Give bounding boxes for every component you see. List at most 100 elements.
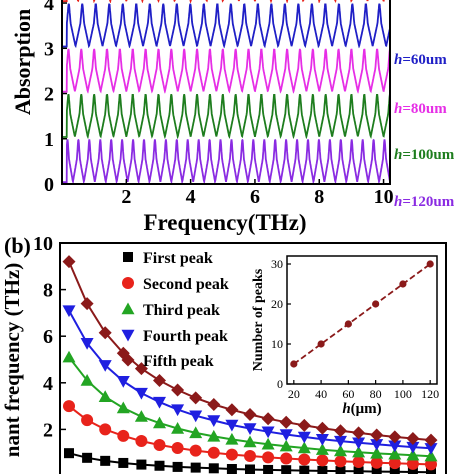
data-point-b [153,374,166,387]
spectrum-line-2 [62,3,391,49]
x-tick-label-a: 8 [314,186,324,208]
data-point-b [335,466,346,474]
y-tick-label-a: 3 [44,38,54,60]
data-point-b [171,383,185,397]
legend-label: Second peak [143,276,229,293]
legend-marker [121,329,135,342]
legend-label: Third peak [143,302,220,319]
series-label-prefix: h [394,52,402,68]
data-point-b [263,464,274,474]
data-point-b [81,414,94,427]
data-point-b [171,442,184,455]
inset-y-tick-label: 20 [271,297,283,311]
spectrum-line-4 [62,94,391,141]
legend-marker [123,252,133,262]
data-point-b [261,412,275,426]
data-point-b [297,418,311,432]
inset-y-tick-label: 30 [271,257,283,271]
series-label-suffix: =80um [402,101,447,117]
data-point-b [315,443,329,455]
data-point-b [426,467,436,474]
data-point-b [80,374,94,386]
data-point-b [189,426,203,439]
inset-x-tick-label: 120 [421,387,439,401]
series-label-suffix: =120um [402,194,454,210]
data-point-b [116,401,130,414]
spectrum-line-3 [62,48,391,95]
data-point-b [334,444,347,457]
data-point-b [80,297,94,311]
data-point-b [317,465,328,474]
data-point-b [135,435,148,448]
legend-label: Fourth peak [143,328,228,345]
legend-label: Fifth peak [143,353,214,370]
data-point-b [243,423,257,435]
legend-marker [122,277,134,289]
inset-y-tick-label: 0 [277,377,283,391]
series-label-prefix: h [394,101,402,117]
data-point-b [62,305,76,318]
data-point-b [207,398,221,411]
series-label-a: h=80um [394,101,447,117]
data-point-b [352,445,366,458]
spectrum-line-5 [62,138,391,185]
data-point-b [190,462,201,473]
data-point-b [134,362,148,376]
data-point-b [299,465,310,474]
y-tick-label-a: 0 [44,174,54,196]
data-point-b [225,448,238,461]
data-point-b [371,466,382,474]
data-point-b [98,326,112,340]
x-tick-label-a: 10 [374,186,394,208]
data-point-b [352,426,366,440]
inset-data-point [344,320,352,328]
inset-line [293,263,431,365]
data-point-b [334,424,347,438]
data-point-b [370,439,384,451]
data-point-b [136,459,147,470]
data-point-b [261,426,275,439]
panel-b: (b) 2 4 6 8 10 nant frequency (THz) First peak S… [0,233,447,474]
data-point-b [297,431,311,444]
inset-data-point [426,260,434,268]
data-point-b [353,466,364,474]
data-point-b [424,449,438,462]
data-point-b [99,423,112,436]
data-point-b [134,410,148,422]
legend-marker [121,353,135,367]
data-point-b [334,455,347,468]
data-point-b [225,403,239,417]
data-point-b [388,440,402,453]
data-point-b [424,433,438,447]
data-point-b [279,439,293,452]
data-point-b [100,455,111,466]
data-point-b [207,429,221,442]
inset-x-tick-label: 40 [315,387,327,401]
data-point-b [334,435,347,448]
data-point-b [245,464,255,474]
series-label-prefix: h [394,147,402,163]
inset-x-tick-label: 100 [394,387,412,401]
panel-label-b: (b) [4,233,31,258]
data-point-b [406,457,419,470]
data-point-b [225,432,239,445]
data-point-b [207,446,220,459]
data-point-b [388,447,402,460]
data-point-b [352,456,365,469]
data-point-b [207,415,221,427]
data-point-b [406,432,420,445]
data-point-b [189,410,203,423]
y-tick-label-b: 10 [33,233,53,255]
series-label-suffix: =60um [402,52,447,68]
data-point-b [315,421,329,435]
series-label-a: h=100um [394,147,455,163]
data-point-b [62,350,76,363]
inset-data-point [399,280,407,288]
data-point-b [389,466,400,474]
data-point-b [189,444,202,457]
data-point-b [189,391,203,405]
data-point-b [281,465,292,474]
y-tick-label-a: 1 [44,129,54,151]
inset-y-tick-label: 10 [271,337,283,351]
